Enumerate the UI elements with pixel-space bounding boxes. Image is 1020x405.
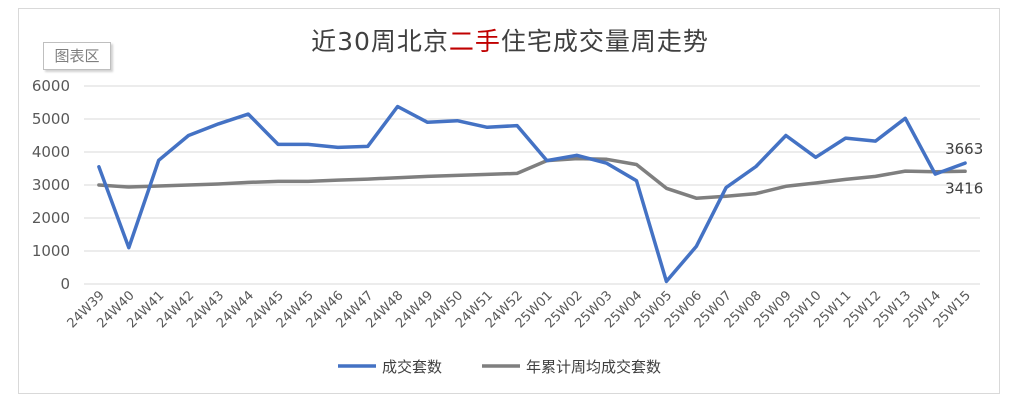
series-line-1: [97, 156, 967, 200]
series-line-0: [97, 104, 967, 284]
y-tick-label: 6000: [32, 77, 70, 95]
y-tick-label: 1000: [32, 242, 70, 260]
chart-frame: [18, 8, 1000, 394]
legend-label: 年累计周均成交套数: [526, 358, 661, 376]
y-tick-label: 3000: [32, 176, 70, 194]
end-value-label: 3416: [945, 179, 983, 197]
y-tick-label: 4000: [32, 143, 70, 161]
legend-label: 成交套数: [382, 358, 442, 376]
chart-title: 近30周北京二手住宅成交量周走势: [311, 27, 709, 56]
end-value-label: 3663: [945, 140, 983, 158]
y-tick-label: 5000: [32, 110, 70, 128]
y-tick-label: 0: [60, 275, 70, 293]
chart-area-tooltip: 图表区: [43, 42, 111, 70]
y-tick-label: 2000: [32, 209, 70, 227]
